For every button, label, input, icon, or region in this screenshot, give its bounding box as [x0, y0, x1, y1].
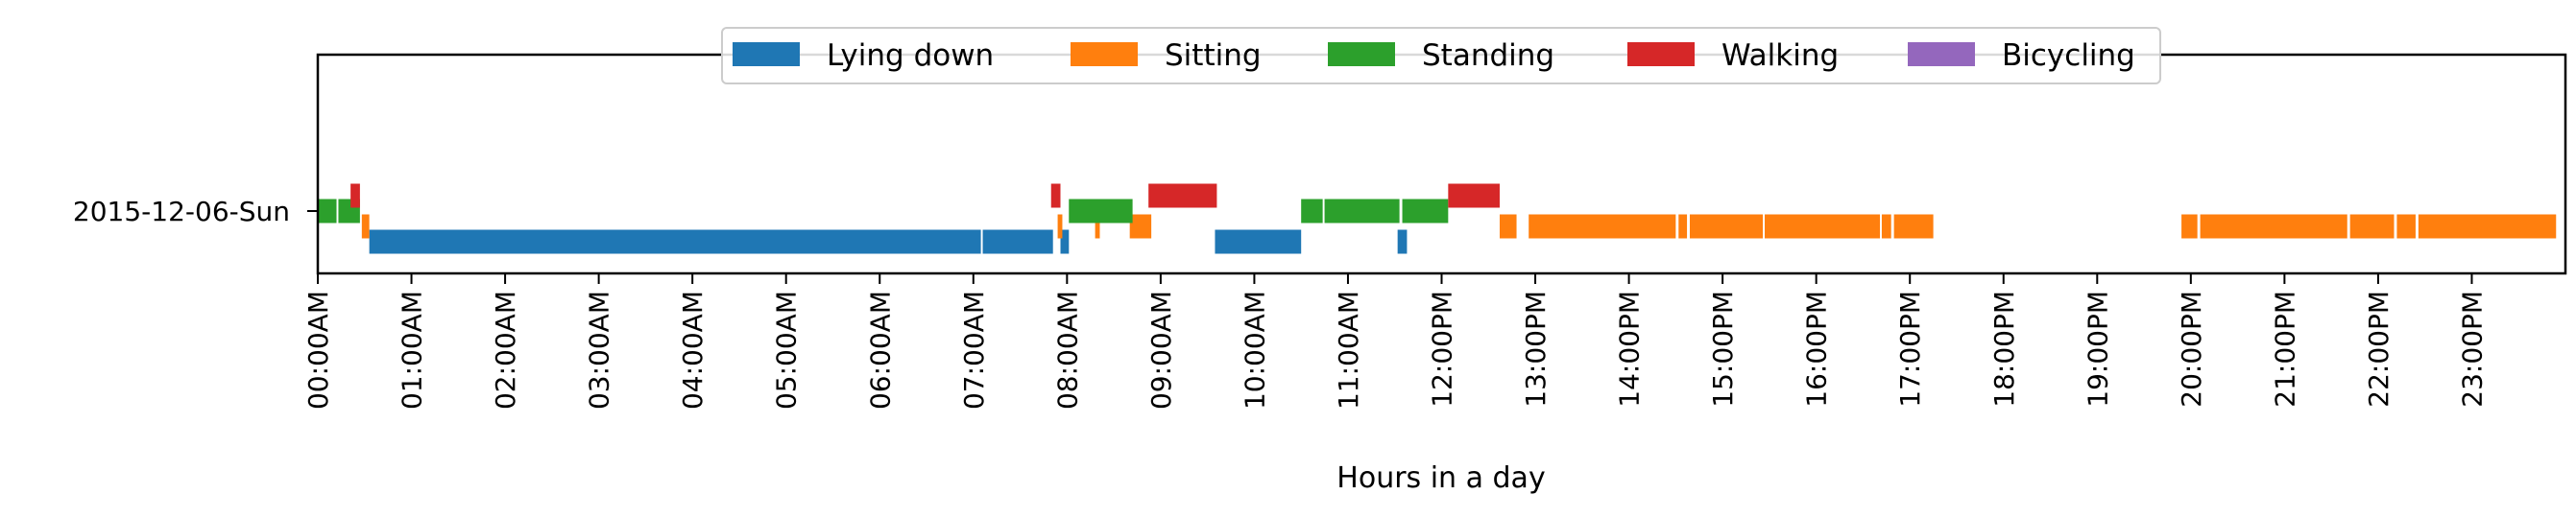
x-tick-label: 07:00AM — [958, 291, 990, 410]
x-tick-label: 17:00PM — [1894, 291, 1926, 408]
bar-standing-4 — [1324, 199, 1400, 224]
bar-lying-down-0 — [369, 229, 981, 254]
bar-lying-down-3 — [1215, 229, 1302, 254]
bar-walking-1 — [1050, 183, 1061, 208]
x-tick-label: 12:00PM — [1427, 291, 1458, 408]
x-tick-label: 15:00PM — [1707, 291, 1739, 408]
bar-lying-down-4 — [1397, 229, 1408, 254]
x-tick-label: 22:00PM — [2363, 291, 2395, 408]
bar-lying-down-2 — [1060, 229, 1070, 254]
x-tick-label: 14:00PM — [1614, 291, 1646, 408]
x-tick-label: 18:00PM — [1988, 291, 2020, 408]
bar-sitting-11 — [2181, 214, 2198, 239]
legend-swatch — [1627, 42, 1695, 66]
x-tick-label: 06:00AM — [864, 291, 896, 410]
bar-sitting-4 — [1499, 214, 1517, 239]
bar-walking-3 — [1448, 183, 1500, 208]
bar-walking-0 — [350, 183, 360, 208]
bar-sitting-6 — [1678, 214, 1688, 239]
legend-swatch — [733, 42, 800, 66]
x-tick-label: 05:00AM — [771, 291, 803, 410]
x-tick-label: 00:00AM — [302, 291, 334, 410]
x-tick-label: 04:00AM — [677, 291, 709, 410]
x-tick-label: 16:00PM — [1801, 291, 1833, 408]
x-tick-label: 09:00AM — [1145, 291, 1177, 410]
bar-walking-2 — [1148, 183, 1217, 208]
x-tick-label: 13:00PM — [1520, 291, 1552, 408]
legend-items: Lying down Sitting Standing Walking Bicyclin… — [733, 38, 2135, 73]
bar-standing-3 — [1301, 199, 1323, 224]
bar-sitting-12 — [2200, 214, 2347, 239]
bar-sitting-5 — [1529, 214, 1676, 239]
x-tick-label: 21:00PM — [2269, 291, 2300, 408]
legend-label: Bicycling — [2002, 38, 2135, 73]
legend: Lying down Sitting Standing Walking Bicyclin… — [721, 27, 2161, 84]
bar-standing-0 — [318, 199, 337, 224]
bar-standing-5 — [1402, 199, 1449, 224]
x-tick-label: 19:00PM — [2082, 291, 2113, 408]
y-axis: 2015-12-06-Sun — [73, 196, 318, 227]
bar-sitting-15 — [2418, 214, 2557, 239]
bar-sitting-9 — [1881, 214, 1891, 239]
legend-swatch — [1908, 42, 1975, 66]
x-tick-label: 02:00AM — [490, 291, 521, 410]
legend-swatch — [1071, 42, 1138, 66]
legend-label: Lying down — [827, 38, 994, 73]
bar-sitting-2 — [1095, 214, 1100, 239]
bar-sitting-3 — [1129, 214, 1152, 239]
bar-sitting-8 — [1765, 214, 1880, 239]
x-tick-label: 23:00PM — [2456, 291, 2488, 408]
x-axis-label: Hours in a day — [1336, 461, 1545, 495]
bar-sitting-14 — [2396, 214, 2416, 239]
bar-sitting-10 — [1893, 214, 1934, 239]
x-tick-label: 03:00AM — [584, 291, 615, 410]
legend-swatch — [1328, 42, 1395, 66]
bar-sitting-0 — [361, 214, 370, 239]
x-tick-label: 11:00AM — [1333, 291, 1364, 410]
legend-label: Sitting — [1165, 38, 1262, 73]
x-tick-label: 08:00AM — [1051, 291, 1083, 410]
bar-standing-2 — [1069, 199, 1133, 224]
x-tick-label: 20:00PM — [2176, 291, 2207, 408]
x-axis: 00:00AM 01:00AM 02:00AM 03:00AM 04:00AM 05:00… — [302, 273, 2488, 410]
x-tick-label: 10:00AM — [1239, 291, 1270, 410]
legend-box — [721, 27, 2161, 84]
bar-lying-down-1 — [982, 229, 1053, 254]
bar-sitting-13 — [2349, 214, 2395, 239]
bar-sitting-1 — [1057, 214, 1063, 239]
x-tick-label: 01:00AM — [397, 291, 428, 410]
legend-label: Standing — [1422, 38, 1554, 73]
row-label: 2015-12-06-Sun — [73, 196, 290, 227]
legend-label: Walking — [1721, 38, 1839, 73]
bars-layer — [318, 183, 2557, 254]
bar-sitting-7 — [1689, 214, 1764, 239]
